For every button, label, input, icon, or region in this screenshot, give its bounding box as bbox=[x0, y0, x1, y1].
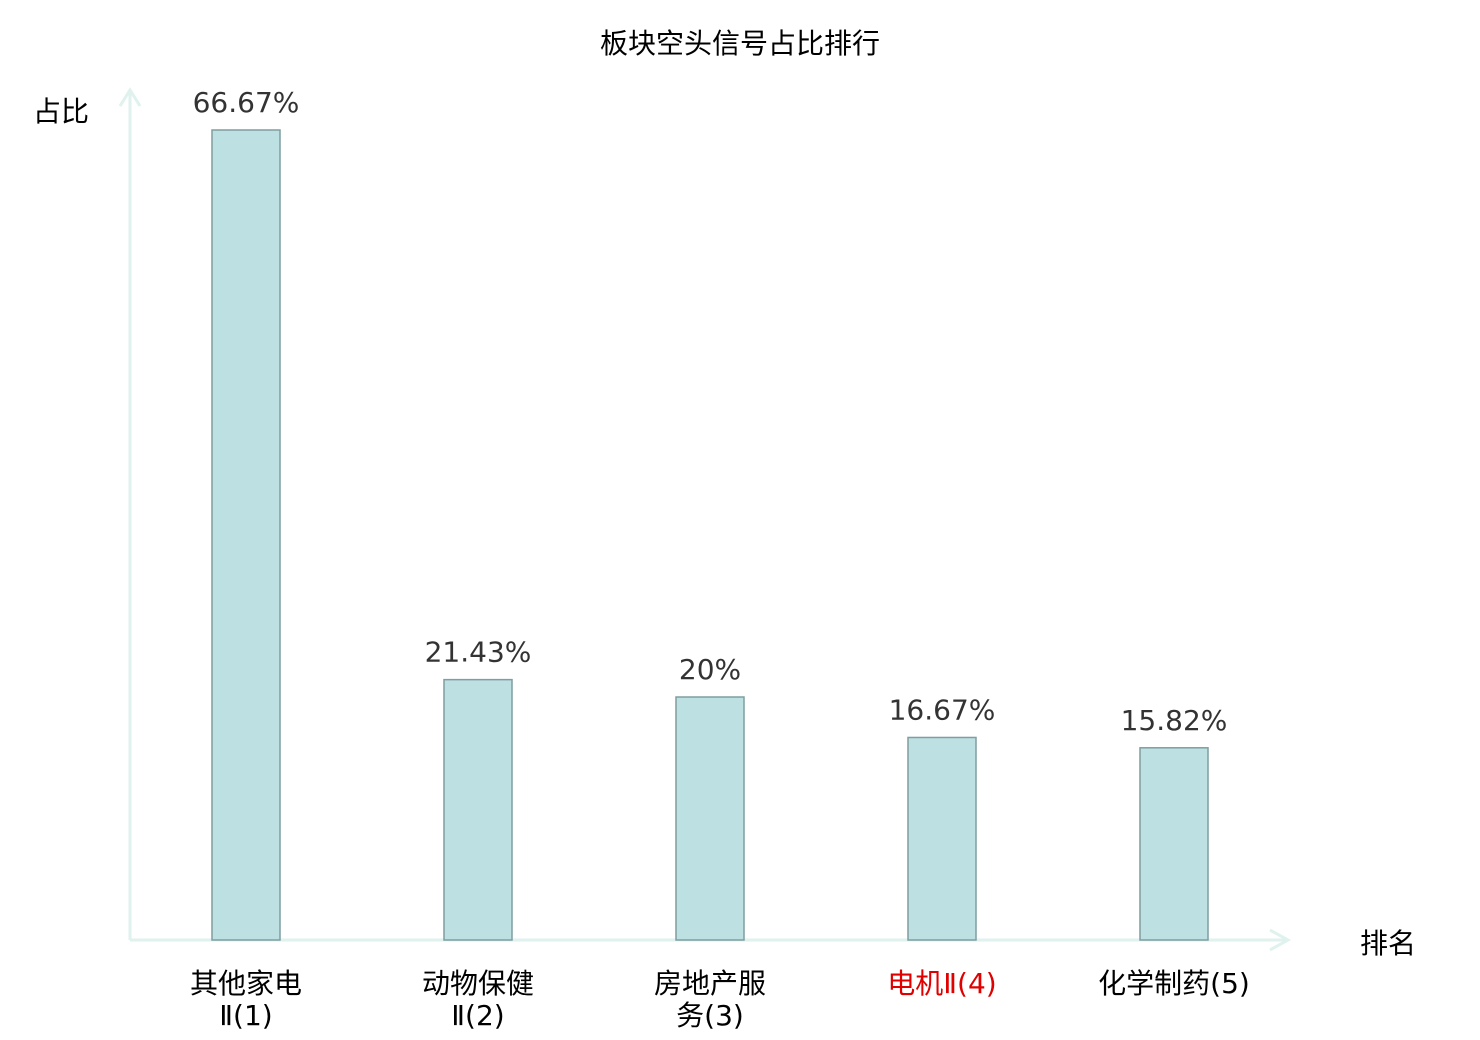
x-tick-label: 电机Ⅱ(4) bbox=[887, 967, 996, 1000]
bar bbox=[443, 678, 513, 941]
chart-title: 板块空头信号占比排行 bbox=[599, 27, 880, 60]
x-tick-label-line: 化学制药(5) bbox=[1098, 967, 1250, 1000]
x-tick-label-line: Ⅱ(2) bbox=[451, 999, 504, 1032]
bar bbox=[675, 696, 745, 941]
x-axis-arrow bbox=[1269, 928, 1292, 952]
x-tick-label-line: 其他家电 bbox=[190, 967, 302, 1000]
x-axis-label: 排名 bbox=[1360, 927, 1417, 960]
bar bbox=[907, 736, 977, 941]
data-label: 20% bbox=[679, 653, 741, 686]
data-label: 21.43% bbox=[425, 636, 532, 669]
x-tick-label: 其他家电 Ⅱ(1) bbox=[190, 967, 302, 1032]
x-tick-label-line: Ⅱ(1) bbox=[219, 999, 272, 1032]
x-tick-label-line: 务(3) bbox=[676, 999, 744, 1032]
x-tick-label: 动物保健 Ⅱ(2) bbox=[422, 967, 534, 1032]
data-label: 66.67% bbox=[193, 86, 300, 119]
bar bbox=[211, 129, 281, 941]
bar bbox=[1139, 747, 1209, 941]
x-tick-label: 化学制药(5) bbox=[1098, 967, 1250, 1000]
x-tick-label-line: 房地产服 bbox=[654, 967, 766, 1000]
x-tick-label: 房地产服务(3) bbox=[654, 967, 766, 1032]
x-tick-label-line: 电机Ⅱ(4) bbox=[887, 967, 996, 1000]
data-label: 15.82% bbox=[1121, 704, 1228, 737]
y-axis-label: 占比 bbox=[33, 95, 90, 128]
data-label: 16.67% bbox=[889, 693, 996, 726]
y-axis-arrow bbox=[118, 87, 142, 107]
x-tick-label-line: 动物保健 bbox=[422, 967, 534, 1000]
